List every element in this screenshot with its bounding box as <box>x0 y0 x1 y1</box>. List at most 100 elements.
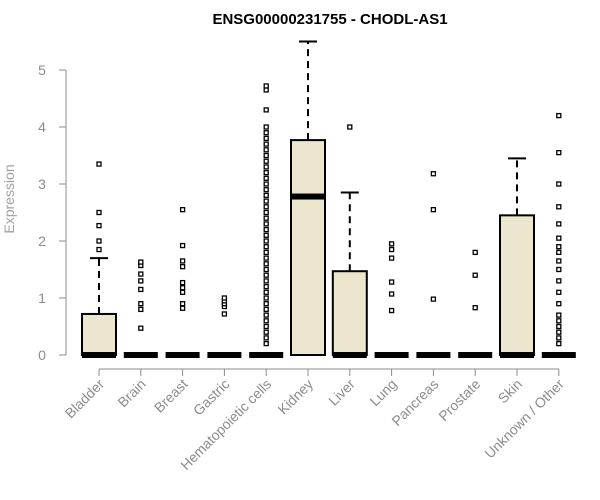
outlier-point <box>263 266 269 273</box>
outlier-point <box>263 221 269 227</box>
outlier-point <box>263 289 269 295</box>
outlier-point <box>263 187 269 193</box>
outlier-point <box>263 323 269 330</box>
outlier-point <box>179 279 186 286</box>
outlier-point <box>556 204 562 210</box>
box-prostate <box>458 249 493 358</box>
outlier-point <box>179 285 186 291</box>
outlier-point <box>138 271 144 277</box>
outlier-point <box>472 272 478 278</box>
median-line <box>500 352 534 358</box>
outlier-point <box>263 215 269 221</box>
outlier-point <box>263 124 269 130</box>
box-iqr <box>81 312 117 356</box>
outlier-point <box>556 278 562 284</box>
box-series <box>81 40 576 358</box>
y-tick-label: 4 <box>38 119 46 135</box>
median-line <box>123 352 158 358</box>
outlier-point <box>556 301 562 307</box>
outlier-point <box>263 340 269 347</box>
x-tick-label: Unknown / Other <box>481 376 567 462</box>
outlier-point <box>263 232 269 238</box>
median-line <box>541 352 576 358</box>
outlier-point <box>556 289 562 295</box>
box-gastric <box>207 295 242 358</box>
outlier-point <box>263 295 269 301</box>
chart-title: ENSG00000231755 - CHODL-AS1 <box>212 11 447 28</box>
x-tick-label: Lung <box>366 376 399 409</box>
box-breast <box>165 206 200 358</box>
outlier-point <box>556 181 562 187</box>
outlier-point <box>556 235 562 241</box>
outlier-point <box>430 206 437 213</box>
outlier-point <box>388 291 395 297</box>
box-unknown-other <box>541 112 576 358</box>
box-iqr <box>499 214 535 356</box>
outlier-point <box>179 258 186 264</box>
y-tick-label: 3 <box>38 176 46 192</box>
outlier-point <box>472 249 478 256</box>
outlier-point <box>556 335 562 341</box>
outlier-point <box>263 261 269 267</box>
outlier-point <box>263 204 269 210</box>
outlier-point <box>556 323 562 330</box>
box-iqr <box>290 139 326 356</box>
outlier-point <box>96 246 102 253</box>
outlier-point <box>96 209 102 216</box>
x-tick-label: Breast <box>151 376 191 416</box>
x-tick-label: Liver <box>325 376 358 409</box>
median-line <box>249 352 284 358</box>
outlier-point <box>221 295 228 301</box>
outlier-point <box>263 198 269 204</box>
outlier-point <box>138 278 144 284</box>
outlier-point <box>556 318 562 324</box>
median-line <box>332 352 367 358</box>
y-tick-label: 0 <box>38 347 46 363</box>
outlier-point <box>138 286 144 293</box>
outlier-point <box>263 192 269 199</box>
outlier-point <box>263 135 269 142</box>
outlier-point <box>263 329 269 335</box>
x-tick-label: Kidney <box>275 376 317 418</box>
outlier-point <box>138 325 144 331</box>
outlier-point <box>556 266 562 273</box>
outlier-point <box>96 161 102 167</box>
x-tick-label: Bladder <box>62 376 108 422</box>
outlier-point <box>96 222 102 229</box>
outlier-point <box>263 335 269 341</box>
outlier-point <box>263 141 269 147</box>
box-skin <box>499 157 535 358</box>
x-tick-label: Skin <box>495 376 526 407</box>
outlier-point <box>430 296 437 302</box>
box-iqr <box>331 270 368 356</box>
outlier-point <box>472 305 478 311</box>
outlier-point <box>556 312 562 318</box>
outlier-point <box>263 147 269 153</box>
box-hematopoietic-cells <box>249 83 284 358</box>
outlier-point <box>263 318 269 324</box>
outlier-point <box>138 259 144 265</box>
outlier-point <box>263 255 269 261</box>
box-bladder <box>81 161 117 358</box>
y-axis-label: Expression <box>1 164 17 233</box>
outlier-point <box>263 272 269 278</box>
outlier-point <box>263 238 269 244</box>
median-line <box>374 352 409 358</box>
outlier-point <box>179 263 186 270</box>
outlier-point <box>388 246 395 253</box>
outlier-point <box>556 221 562 227</box>
outlier-point <box>388 279 395 285</box>
outlier-point <box>263 226 269 233</box>
outlier-point <box>96 238 102 244</box>
outlier-point <box>179 289 186 295</box>
outlier-point <box>179 305 186 311</box>
median-line <box>458 352 493 358</box>
outlier-point <box>430 171 437 177</box>
outlier-point <box>263 244 269 250</box>
outlier-point <box>138 301 144 307</box>
outlier-point <box>263 306 269 313</box>
outlier-point <box>556 329 562 335</box>
outlier-point <box>388 241 395 247</box>
